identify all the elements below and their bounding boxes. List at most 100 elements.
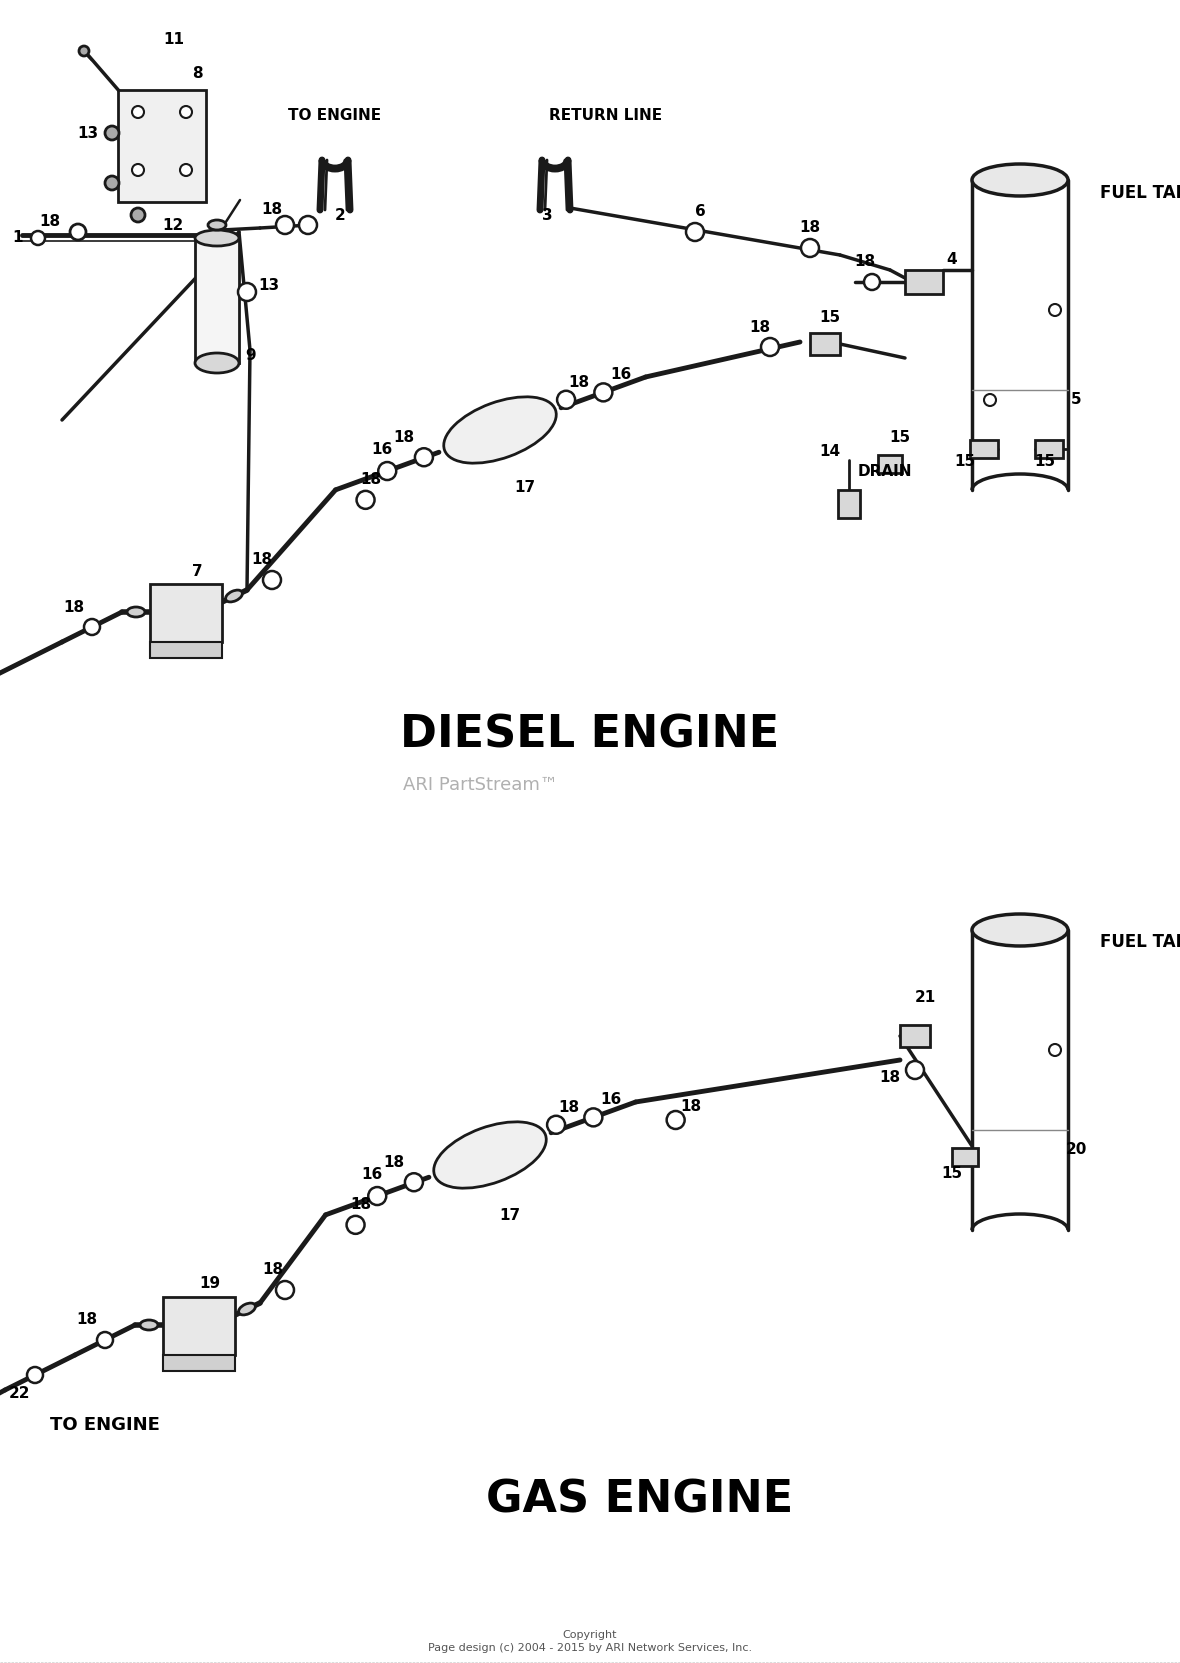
Ellipse shape: [140, 1320, 158, 1330]
Text: 17: 17: [514, 481, 536, 496]
Circle shape: [548, 1116, 565, 1134]
Text: 19: 19: [199, 1276, 221, 1290]
Text: 16: 16: [372, 442, 393, 457]
Text: 21: 21: [914, 991, 936, 1006]
Text: 18: 18: [393, 429, 414, 444]
Circle shape: [79, 47, 88, 57]
Bar: [118, 90, 206, 201]
Text: DIESEL ENGINE: DIESEL ENGINE: [400, 713, 780, 757]
Text: 18: 18: [879, 1071, 900, 1086]
Text: 18: 18: [749, 319, 771, 334]
Circle shape: [105, 126, 119, 140]
Text: TO ENGINE: TO ENGINE: [50, 1415, 159, 1434]
Text: FUEL TANK: FUEL TANK: [1100, 185, 1180, 201]
Text: 15: 15: [819, 311, 840, 326]
Text: 9: 9: [245, 348, 256, 363]
Circle shape: [584, 1108, 602, 1126]
Text: 16: 16: [361, 1166, 382, 1181]
Bar: [163, 1297, 235, 1355]
Ellipse shape: [208, 220, 227, 229]
Text: 12: 12: [162, 218, 183, 233]
Circle shape: [595, 384, 612, 401]
Circle shape: [356, 491, 374, 509]
Text: 15: 15: [955, 454, 976, 469]
Circle shape: [801, 239, 819, 258]
Text: FUEL TANK: FUEL TANK: [1100, 933, 1180, 951]
Text: 18: 18: [360, 472, 381, 487]
Circle shape: [761, 338, 779, 356]
Text: 13: 13: [258, 278, 280, 293]
Ellipse shape: [444, 397, 556, 464]
Text: 18: 18: [77, 1312, 98, 1327]
Text: ARI PartStream™: ARI PartStream™: [402, 777, 557, 793]
Text: 18: 18: [558, 1101, 579, 1116]
Bar: [1035, 441, 1063, 457]
Circle shape: [276, 1281, 294, 1299]
Circle shape: [379, 462, 396, 481]
Circle shape: [181, 165, 192, 176]
Text: 16: 16: [601, 1093, 622, 1108]
Text: Copyright: Copyright: [563, 1630, 617, 1640]
Text: 3: 3: [542, 208, 552, 223]
Ellipse shape: [195, 353, 240, 373]
Text: 15: 15: [942, 1166, 963, 1181]
Ellipse shape: [127, 607, 145, 617]
Circle shape: [405, 1172, 422, 1191]
Text: 20: 20: [1066, 1142, 1087, 1157]
Circle shape: [299, 216, 317, 234]
Text: 17: 17: [499, 1207, 520, 1222]
Text: Page design (c) 2004 - 2015 by ARI Network Services, Inc.: Page design (c) 2004 - 2015 by ARI Netwo…: [428, 1643, 752, 1653]
Circle shape: [368, 1187, 386, 1206]
Circle shape: [906, 1061, 924, 1079]
Bar: [809, 333, 840, 354]
Text: 22: 22: [9, 1385, 31, 1400]
Circle shape: [105, 176, 119, 190]
Circle shape: [97, 1332, 113, 1349]
Text: 18: 18: [262, 203, 282, 218]
Bar: [195, 238, 240, 363]
Text: 16: 16: [611, 368, 632, 382]
Text: 18: 18: [680, 1099, 701, 1114]
Text: 13: 13: [78, 125, 99, 140]
Text: 18: 18: [262, 1262, 283, 1277]
Text: 6: 6: [695, 205, 706, 220]
Circle shape: [864, 274, 880, 289]
Bar: [970, 441, 998, 457]
Text: 18: 18: [569, 376, 590, 391]
Circle shape: [984, 394, 996, 406]
Text: GAS ENGINE: GAS ENGINE: [486, 1478, 794, 1522]
Text: 8: 8: [192, 65, 203, 80]
Bar: [905, 269, 943, 294]
Text: 5: 5: [1070, 392, 1081, 407]
Text: 18: 18: [350, 1197, 372, 1212]
Circle shape: [132, 106, 144, 118]
Circle shape: [667, 1111, 684, 1129]
Circle shape: [70, 225, 86, 239]
Circle shape: [1049, 1044, 1061, 1056]
Text: 18: 18: [854, 254, 876, 269]
Bar: [150, 584, 222, 642]
Bar: [952, 1147, 978, 1166]
Bar: [163, 1355, 235, 1370]
Text: 11: 11: [163, 33, 184, 48]
Circle shape: [132, 165, 144, 176]
Text: 1: 1: [13, 231, 24, 246]
Text: DRAIN: DRAIN: [858, 464, 912, 479]
Text: 15: 15: [1035, 454, 1056, 469]
Text: 18: 18: [251, 552, 273, 567]
Text: 7: 7: [191, 564, 202, 579]
Circle shape: [27, 1367, 42, 1384]
Text: 15: 15: [890, 431, 911, 446]
Ellipse shape: [238, 1304, 255, 1315]
Text: 18: 18: [384, 1154, 405, 1169]
Circle shape: [276, 216, 294, 234]
Text: TO ENGINE: TO ENGINE: [288, 108, 381, 123]
Text: 2: 2: [335, 208, 346, 223]
Bar: [838, 491, 860, 517]
Circle shape: [686, 223, 704, 241]
Ellipse shape: [225, 590, 242, 602]
Bar: [878, 456, 902, 472]
Text: 18: 18: [39, 215, 60, 229]
Circle shape: [263, 570, 281, 589]
Text: 4: 4: [946, 253, 957, 268]
